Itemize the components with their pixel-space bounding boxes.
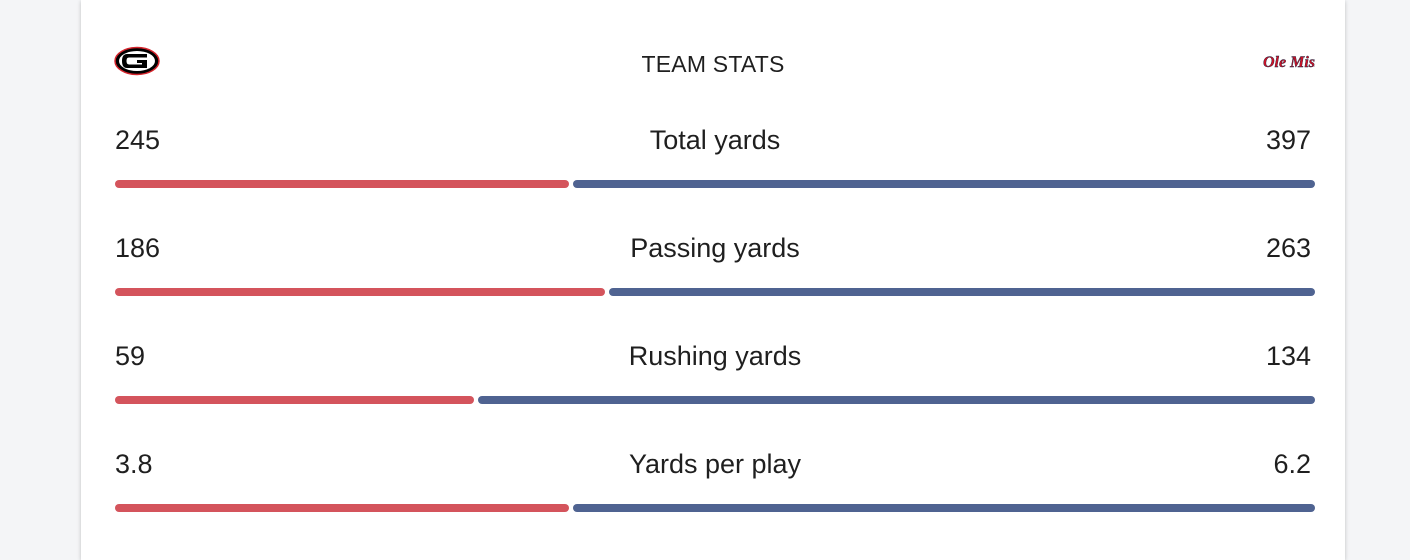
team-stats-card: TEAM STATS Ole Miss 245 Total yards 397 186… — [81, 0, 1345, 560]
away-share-bar — [573, 504, 1315, 512]
stat-row: 186 Passing yards 263 — [115, 223, 1315, 303]
stat-row: 245 Total yards 397 — [115, 115, 1315, 195]
home-stat-value: 59 — [115, 341, 146, 371]
stat-comparison-bar — [115, 396, 1315, 404]
home-stat-value: 186 — [115, 233, 161, 263]
georgia-g-logo-icon — [114, 46, 160, 76]
home-share-bar — [115, 396, 474, 404]
stat-label: Total yards — [649, 125, 781, 155]
stat-label: Rushing yards — [628, 341, 802, 371]
away-stat-value: 134 — [1265, 341, 1311, 371]
ole-miss-script-logo-icon: Ole Miss — [1261, 48, 1322, 74]
home-share-bar — [115, 504, 570, 512]
away-share-bar — [609, 288, 1315, 296]
stat-comparison-bar — [115, 180, 1315, 188]
home-stat-value: 3.8 — [115, 449, 153, 479]
away-stat-value: 263 — [1265, 233, 1311, 263]
stat-label: Passing yards — [630, 233, 800, 263]
stat-label: Yards per play — [628, 449, 802, 479]
home-stat-value: 245 — [115, 125, 161, 155]
page-title: TEAM STATS — [641, 51, 785, 77]
away-share-bar — [477, 396, 1315, 404]
home-share-bar — [115, 288, 606, 296]
stat-comparison-bar — [115, 288, 1315, 296]
stat-row: 3.8 Yards per play 6.2 — [115, 439, 1315, 519]
team-stats-header: TEAM STATS Ole Miss — [81, 40, 1345, 86]
stat-row: 59 Rushing yards 134 — [115, 331, 1315, 411]
away-share-bar — [573, 180, 1315, 188]
svg-text:Ole Miss: Ole Miss — [1263, 54, 1315, 71]
away-stat-value: 6.2 — [1273, 449, 1311, 479]
stat-comparison-bar — [115, 504, 1315, 512]
home-share-bar — [115, 180, 570, 188]
away-stat-value: 397 — [1265, 125, 1311, 155]
